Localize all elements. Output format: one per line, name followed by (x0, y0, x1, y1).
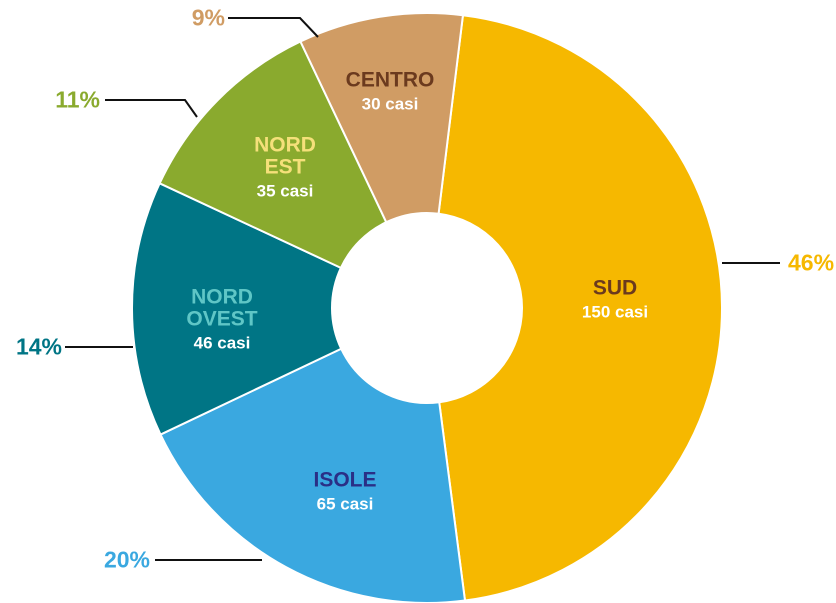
case-label: 30 casi (361, 94, 419, 114)
donut-slice (437, 14, 723, 602)
percent-label: 14% (15, 333, 62, 360)
case-label: 46 casi (193, 333, 251, 353)
category-label: ISOLE (313, 468, 377, 492)
case-label: 35 casi (256, 181, 314, 201)
percent-label: 11% (55, 86, 100, 113)
category-label: NORD EST (254, 133, 316, 179)
percent-label: 46% (788, 249, 835, 276)
leader-line (228, 17, 319, 38)
slice-label: CENTRO 30 casi (345, 68, 435, 115)
donut-slice (159, 347, 467, 603)
donut-slice (131, 181, 343, 436)
case-label: 65 casi (316, 494, 374, 514)
slice-label: SUD 150 casi (581, 276, 649, 323)
percent-label: 20% (103, 546, 150, 573)
leader-line (105, 99, 198, 118)
category-label: NORD OVEST (186, 285, 258, 331)
donut-slice (299, 12, 465, 224)
percent-label: 9% (191, 4, 225, 31)
category-label: SUD (592, 276, 638, 300)
category-label: CENTRO (345, 68, 435, 92)
slice-label: NORD OVEST 46 casi (186, 285, 258, 354)
slice-label: ISOLE 65 casi (313, 468, 377, 515)
slice-label: NORD EST 35 casi (254, 133, 316, 202)
donut-slice (158, 40, 388, 270)
case-label: 150 casi (581, 302, 649, 322)
